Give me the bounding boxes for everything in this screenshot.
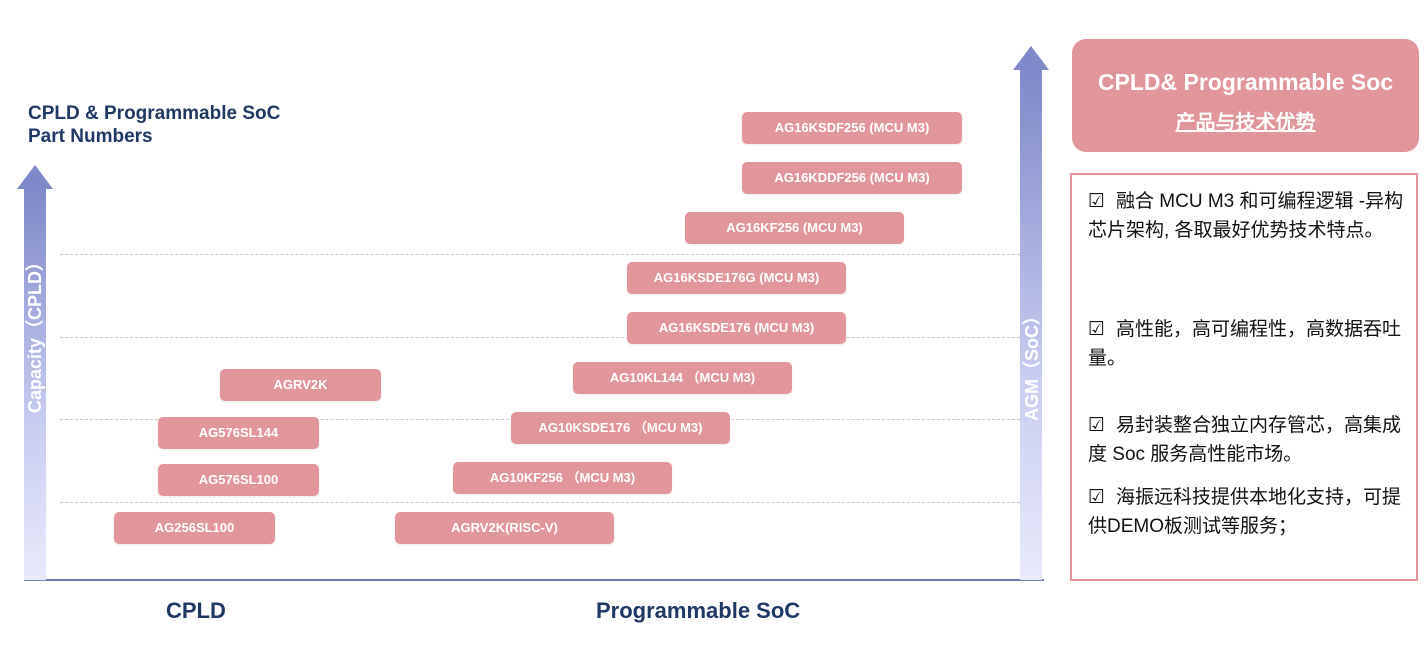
feature-text: 高性能，高可编程性，高数据吞吐量。 bbox=[1088, 319, 1402, 369]
capacity-axis-label: Capacity（CPLD） bbox=[25, 252, 45, 413]
arrow-up-icon bbox=[17, 165, 53, 189]
advantages-subtitle: 产品与技术优势 bbox=[1175, 112, 1316, 134]
capacity-axis-arrow: Capacity（CPLD） bbox=[17, 165, 53, 580]
axis-shaft bbox=[24, 187, 46, 580]
feature-item: ☑ 融合 MCU M3 和可编程逻辑 -异构芯片架构, 各取最好优势技术特点。 bbox=[1088, 187, 1412, 245]
soc-axis-label: AGM（SoC） bbox=[1022, 307, 1042, 421]
checkbox-checked-icon: ☑ bbox=[1088, 487, 1106, 508]
grid-line bbox=[60, 254, 1020, 255]
soc-part-ag10kf256: AG10KF256 （MCU M3) bbox=[453, 462, 672, 494]
soc-part-ag16kddf256: AG16KDDF256 (MCU M3) bbox=[742, 162, 962, 194]
x-axis-baseline bbox=[24, 579, 1044, 581]
feature-item: ☑ 高性能，高可编程性，高数据吞吐量。 bbox=[1088, 315, 1412, 373]
cpld-part-ag576sl144: AG576SL144 bbox=[158, 417, 319, 449]
soc-part-agrv2k-riscv: AGRV2K(RISC-V) bbox=[395, 512, 614, 544]
grid-line bbox=[60, 502, 1020, 503]
chart-title: CPLD & Programmable SoC Part Numbers bbox=[28, 102, 280, 148]
arrow-up-icon bbox=[1013, 46, 1049, 70]
feature-text: 易封装整合独立内存管芯，高集成度 Soc 服务高性能市场。 bbox=[1088, 415, 1402, 465]
advantages-title: CPLD& Programmable Soc bbox=[1097, 69, 1394, 95]
feature-item: ☑ 海振远科技提供本地化支持，可提供DEMO板测试等服务； bbox=[1088, 483, 1412, 541]
soc-axis-arrow: AGM（SoC） bbox=[1013, 46, 1049, 580]
checkbox-checked-icon: ☑ bbox=[1088, 319, 1106, 340]
feature-item: ☑ 易封装整合独立内存管芯，高集成度 Soc 服务高性能市场。 bbox=[1088, 411, 1412, 469]
feature-text: 海振远科技提供本地化支持，可提供DEMO板测试等服务； bbox=[1088, 487, 1402, 537]
soc-part-ag10kl144: AG10KL144 （MCU M3) bbox=[573, 362, 792, 394]
checkbox-checked-icon: ☑ bbox=[1088, 415, 1106, 436]
feature-text: 融合 MCU M3 和可编程逻辑 -异构芯片架构, 各取最好优势技术特点。 bbox=[1088, 191, 1404, 241]
soc-part-ag16kf256: AG16KF256 (MCU M3) bbox=[685, 212, 904, 244]
chart-title-line-2: Part Numbers bbox=[28, 126, 153, 147]
category-label-cpld: CPLD bbox=[166, 598, 226, 623]
soc-part-ag10ksde176: AG10KSDE176 （MCU M3) bbox=[511, 412, 730, 444]
chart-title-line-1: CPLD & Programmable SoC bbox=[28, 103, 281, 124]
axis-shaft bbox=[1020, 68, 1042, 580]
advantages-header: CPLD& Programmable Soc 产品与技术优势 bbox=[1072, 39, 1419, 152]
advantages-panel: ☑ 融合 MCU M3 和可编程逻辑 -异构芯片架构, 各取最好优势技术特点。 ☑… bbox=[1070, 173, 1418, 581]
cpld-part-agrv2k: AGRV2K bbox=[220, 369, 381, 401]
grid-line bbox=[60, 337, 1020, 338]
checkbox-checked-icon: ☑ bbox=[1088, 191, 1106, 212]
cpld-part-ag576sl100: AG576SL100 bbox=[158, 464, 319, 496]
soc-part-ag16ksde176g: AG16KSDE176G (MCU M3) bbox=[627, 262, 846, 294]
cpld-part-ag256sl100: AG256SL100 bbox=[114, 512, 275, 544]
category-label-soc: Programmable SoC bbox=[596, 598, 801, 623]
soc-part-ag16ksde176: AG16KSDE176 (MCU M3) bbox=[627, 312, 846, 344]
soc-part-ag16ksdf256: AG16KSDF256 (MCU M3) bbox=[742, 112, 962, 144]
